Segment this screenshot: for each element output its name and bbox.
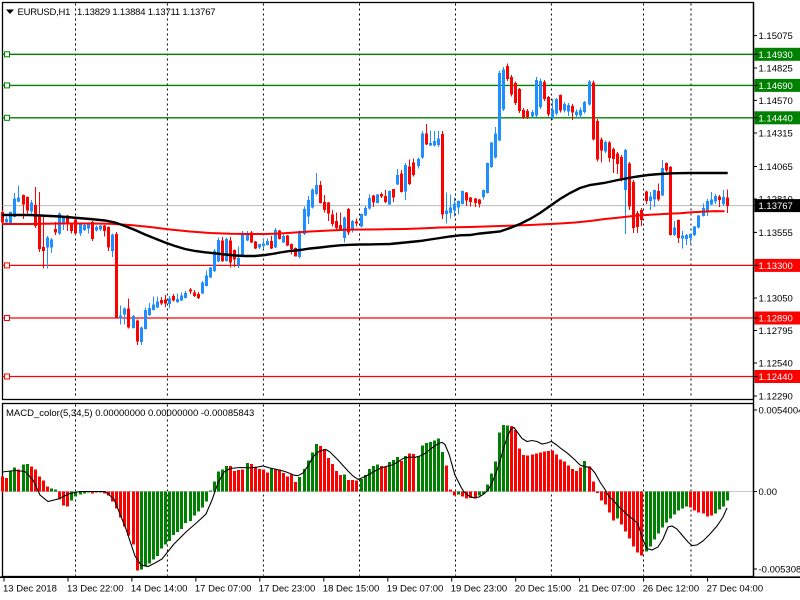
- svg-text:1.13829 1.13884 1.13711 1.1376: 1.13829 1.13884 1.13711 1.13767: [77, 7, 215, 18]
- svg-text:1.12440: 1.12440: [759, 372, 793, 383]
- svg-text:0.00: 0.00: [759, 487, 778, 498]
- svg-text:EURUSD,H1: EURUSD,H1: [18, 7, 71, 18]
- svg-text:21 Dec 07:00: 21 Dec 07:00: [579, 584, 636, 595]
- svg-text:1.12540: 1.12540: [759, 359, 793, 370]
- svg-text:13 Dec 2018: 13 Dec 2018: [3, 584, 57, 595]
- svg-text:14 Dec 14:00: 14 Dec 14:00: [131, 584, 188, 595]
- svg-text:27 Dec 04:00: 27 Dec 04:00: [707, 584, 764, 595]
- svg-text:1.12795: 1.12795: [759, 326, 793, 337]
- svg-text:0.0054004: 0.0054004: [759, 406, 800, 417]
- svg-text:20 Dec 15:00: 20 Dec 15:00: [515, 584, 572, 595]
- svg-text:1.12890: 1.12890: [759, 314, 793, 325]
- svg-text:18 Dec 15:00: 18 Dec 15:00: [323, 584, 380, 595]
- svg-text:19 Dec 07:00: 19 Dec 07:00: [387, 584, 444, 595]
- svg-text:1.13300: 1.13300: [759, 261, 793, 272]
- svg-text:1.14930: 1.14930: [759, 50, 793, 61]
- svg-text:1.14825: 1.14825: [759, 64, 793, 75]
- svg-text:1.14690: 1.14690: [759, 81, 793, 92]
- svg-text:MACD_color(5,34,5) 0.00000000: MACD_color(5,34,5) 0.00000000 0.00000000…: [6, 408, 254, 419]
- svg-text:1.15075: 1.15075: [759, 31, 793, 42]
- svg-text:1.13767: 1.13767: [759, 201, 793, 212]
- svg-text:1.13555: 1.13555: [759, 228, 793, 239]
- svg-text:1.12290: 1.12290: [759, 392, 793, 403]
- svg-text:1.14065: 1.14065: [759, 162, 793, 173]
- svg-text:13 Dec 22:00: 13 Dec 22:00: [67, 584, 124, 595]
- svg-text:26 Dec 12:00: 26 Dec 12:00: [643, 584, 700, 595]
- svg-text:17 Dec 07:00: 17 Dec 07:00: [195, 584, 252, 595]
- svg-text:-0.0053083: -0.0053083: [759, 565, 800, 576]
- svg-text:1.14440: 1.14440: [759, 113, 793, 124]
- svg-text:19 Dec 23:00: 19 Dec 23:00: [451, 584, 508, 595]
- svg-text:17 Dec 23:00: 17 Dec 23:00: [259, 584, 316, 595]
- svg-text:1.14570: 1.14570: [759, 96, 793, 107]
- svg-text:1.14315: 1.14315: [759, 129, 793, 140]
- svg-text:1.13050: 1.13050: [759, 294, 793, 305]
